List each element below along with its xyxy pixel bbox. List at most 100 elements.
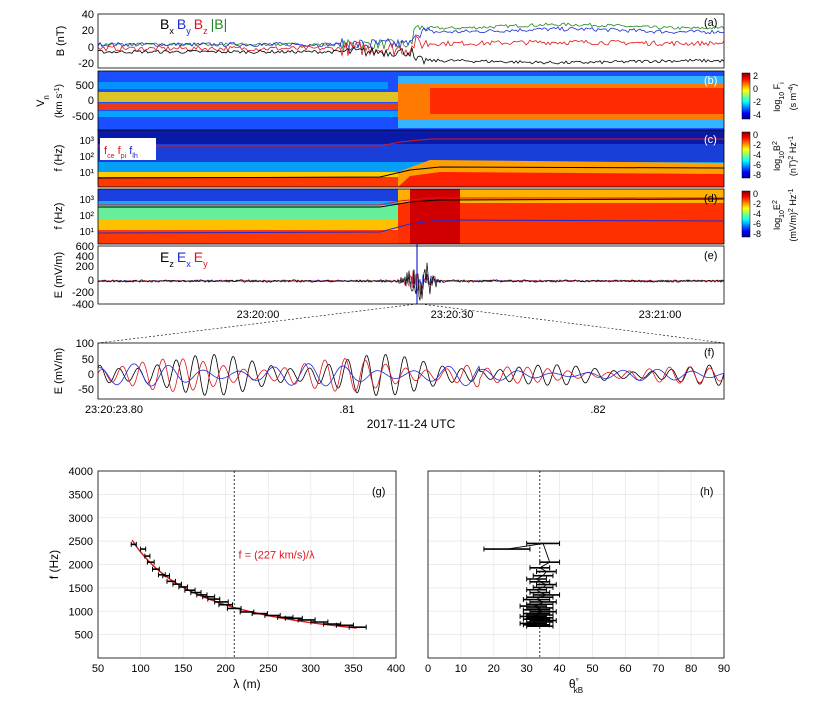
spectrogram-c-band (98, 162, 724, 172)
data-line (506, 542, 551, 627)
spectrogram-c-band (398, 172, 724, 187)
spectrogram-c-band (98, 177, 398, 187)
flh-line (97, 166, 725, 179)
panel-f-traces (98, 353, 724, 397)
panel-h: 0 10 20 30 40 50 60 70 80 90 (h) θ° kB (425, 470, 730, 695)
colorbar-tick: -2 (753, 140, 761, 150)
x-tick-label: .81 (339, 404, 354, 416)
y-tick-label: -400 (72, 299, 94, 311)
y-tick-label: 10³ (80, 195, 95, 206)
legend-text: B (177, 16, 186, 32)
x-tick-label: .82 (590, 404, 605, 416)
e-zoom-trace (98, 363, 724, 387)
legend-text: E (177, 249, 186, 265)
y-tick-label: 40 (82, 9, 94, 21)
x-tick-label: 250 (259, 663, 277, 675)
colorbar-tick: -2 (753, 97, 761, 107)
legend-sub: y (203, 259, 208, 269)
panel-d: f (Hz) 10³ 10² 10¹ (d) 0 -2 -4 -6 -8 log… (53, 188, 799, 245)
legend-item: By (177, 16, 191, 36)
x-tick-label: 10 (455, 663, 467, 675)
colorbar-d-unit: (mV/m)2 Hz-1 (788, 188, 799, 241)
x-tick-label: 23:20:23.80 (85, 404, 143, 416)
panel-f-ylabel: E (mV/m) (53, 348, 65, 394)
legend-item: Ex (177, 249, 191, 269)
fce-line (98, 197, 724, 206)
panel-c-ylabel: f (Hz) (53, 145, 65, 172)
e-zoom-trace (98, 358, 724, 392)
panel-tag: (h) (700, 486, 713, 498)
legend-sub: z (203, 26, 208, 36)
panel-c-tag: (c) (704, 134, 717, 146)
spectrogram-b-band (98, 92, 398, 102)
y-tick-label: -200 (72, 287, 94, 299)
y-tick-label: 0 (88, 42, 94, 54)
panel-f-tag: (f) (704, 347, 714, 359)
panel-c: fce fpi flh f (Hz) 10³ 10² 10¹ (c) 0 -2 -4… (53, 129, 799, 188)
x-tick-label: 40 (553, 663, 565, 675)
panel-a-ylabel: B (nT) (55, 26, 67, 57)
colorbar-d: 0 -2 -4 -6 -8 log10E2 (mV/m)2 Hz-1 (741, 188, 799, 242)
y-tick-label: 3000 (69, 513, 93, 525)
spectrogram-d-band (98, 230, 398, 244)
panel-e: E (mV/m) 600 400 200 0 -200 -400 Ez Ex Ey … (53, 241, 725, 321)
colorbar-b-label: log10 Fi (772, 82, 786, 112)
axes-frame (427, 470, 725, 659)
colorbar-tick: -8 (753, 229, 761, 239)
y-axis-label: f (Hz) (47, 550, 61, 579)
y-tick-label: 500 (76, 80, 94, 92)
legend-text: B (160, 16, 169, 32)
legend-sub: y (186, 26, 191, 36)
panel-c-legend-bg (100, 138, 156, 160)
y-tick-label: 0 (88, 369, 94, 381)
y-tick-label: 400 (76, 251, 94, 263)
colorbar-tick: 0 (753, 84, 758, 94)
spectrogram-b-band (98, 82, 388, 89)
legend-item: fce (104, 145, 115, 160)
y-tick-label: 0 (88, 275, 94, 287)
legend-sub: x (186, 259, 191, 269)
x-axis-label-sup: ° (576, 677, 579, 686)
x-axis-label-sub: kB (574, 686, 583, 695)
spectrogram-c-band (98, 130, 724, 144)
x-tick-label: 20 (488, 663, 500, 675)
panel-a-legend: Bx By Bz |B| (160, 16, 227, 36)
panel-f: E (mV/m) 100 50 0 -50 (f) 23:20:23.80 .8… (53, 338, 725, 431)
x-tick-label: 70 (652, 663, 664, 675)
y-tick-label: -500 (72, 111, 94, 123)
colorbar-c-unit: (nT)2 Hz-1 (788, 136, 799, 176)
legend-text: B (194, 16, 203, 32)
panel-d-tag: (d) (704, 193, 717, 205)
spectrogram-b-band (398, 120, 724, 128)
colorbar-tick: -6 (753, 219, 761, 229)
legend-text: E (194, 249, 203, 265)
legend-sub: ce (107, 152, 115, 160)
legend-item: fpi (118, 145, 127, 160)
spectrogram-b-band (398, 76, 724, 84)
panel-f-frame (97, 342, 725, 400)
panel-g: 50 100 150 200 250 300 350 400 4000 3500 3000 2500 2… (47, 466, 405, 691)
colorbar-b-gradient (741, 72, 751, 120)
y-tick-label: 600 (76, 241, 94, 253)
zoom-connector (420, 303, 725, 344)
panel-c-legend: fce fpi flh (104, 145, 138, 160)
panel-a-frame (97, 13, 725, 69)
colorbar-b: 2 0 -2 -4 log10 Fi (s m-4) (741, 71, 798, 120)
b-trace (98, 26, 724, 51)
y-tick-label: 10¹ (80, 168, 95, 179)
x-tick-label: 400 (387, 663, 405, 675)
panel-a-yticks: 40 20 0 -20 (78, 9, 94, 70)
panel-e-legend: Ez Ex Ey (160, 249, 208, 269)
colorbar-tick: -2 (753, 199, 761, 209)
legend-item: Bz (194, 16, 208, 36)
y-tick-label: 50 (82, 354, 94, 366)
legend-sub: lh (132, 152, 138, 160)
panel-e-ylabel: E (mV/m) (53, 252, 65, 298)
y-tick-label: 0 (88, 95, 94, 107)
panel-d-ylabel: f (Hz) (53, 203, 65, 230)
x-axis-label: θ° kB (569, 677, 583, 695)
panel-e-tag: (e) (704, 250, 717, 262)
panel-c-frame (97, 129, 725, 188)
spectrogram-d-band (98, 205, 398, 219)
